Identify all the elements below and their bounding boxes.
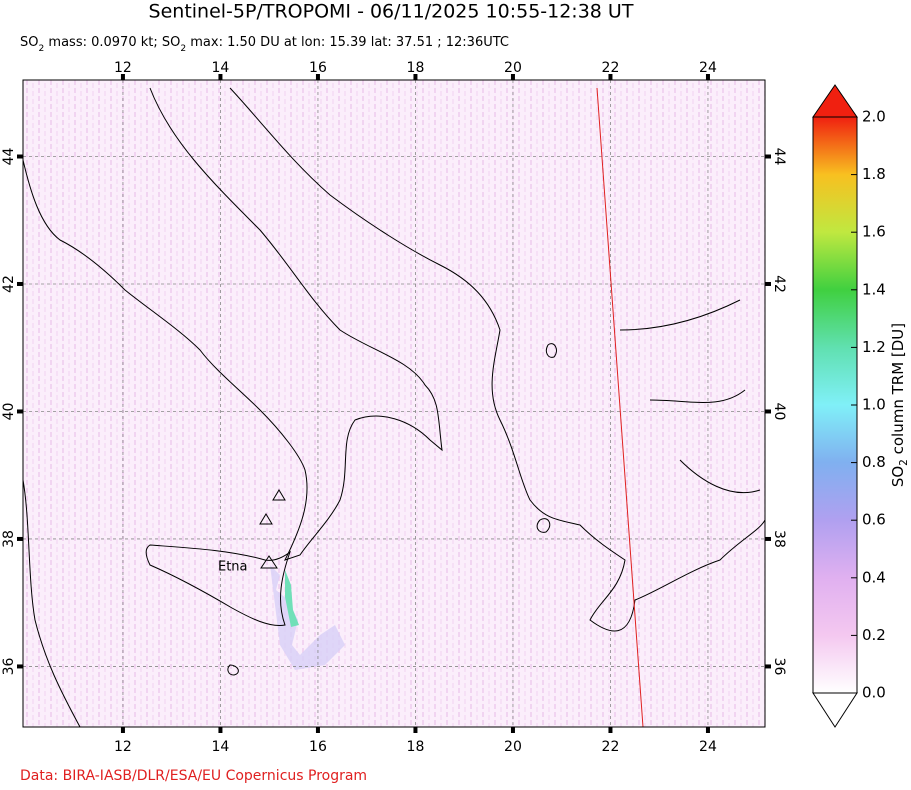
- plume-core: [285, 570, 299, 627]
- subscript: 2: [898, 459, 910, 466]
- y-tick-label: 36: [1, 657, 17, 675]
- text-part: SO: [20, 35, 38, 50]
- subscript: 2: [180, 44, 186, 54]
- colorbar-tick-label: 1.0: [862, 396, 886, 414]
- colorbar-tick-label: 0.2: [862, 626, 886, 644]
- title: Sentinel-5P/TROPOMI - 06/11/2025 10:55-1…: [149, 1, 634, 23]
- coast-sardinia: [22, 479, 81, 728]
- x-tick-label: 20: [504, 739, 522, 755]
- x-tick-label: 12: [114, 739, 132, 755]
- text-part: column TRM [DU]: [889, 323, 907, 459]
- y-tick-label: 38: [1, 530, 17, 548]
- coast-islands: [227, 343, 557, 676]
- x-tick-label: 24: [699, 739, 717, 755]
- orbit-edge: [596, 87, 644, 728]
- y-tick-label: 42: [1, 275, 17, 293]
- colorbar-extend-min: [812, 692, 858, 728]
- subtitle: SO2 mass: 0.0970 kt; SO2 max: 1.50 DU at…: [20, 35, 509, 54]
- x-tick-label: 16: [309, 60, 327, 76]
- colorbar-tick-label: 1.2: [862, 338, 886, 356]
- y-tick-label: 38: [771, 530, 787, 548]
- volcano-marker: [260, 555, 278, 569]
- map-frame: [22, 79, 766, 728]
- coast-aegean: [619, 299, 761, 494]
- volcano-marker: [259, 513, 273, 525]
- coast-italy: [22, 87, 443, 561]
- text-part: SO: [889, 466, 907, 487]
- footer-credit: Data: BIRA-IASB/DLR/ESA/EU Copernicus Pr…: [20, 768, 367, 784]
- y-tick-label: 36: [771, 658, 787, 676]
- colorbar-ramp: [812, 116, 858, 694]
- colorbar-tick-label: 0.4: [862, 568, 886, 586]
- subscript: 2: [38, 44, 44, 54]
- volcano-label: Etna: [218, 560, 248, 575]
- colorbar-tick-label: 1.8: [862, 165, 886, 183]
- colorbar-extend-max: [812, 84, 858, 118]
- x-tick-label: 12: [114, 60, 132, 76]
- x-tick-label: 24: [699, 60, 717, 76]
- plume: [270, 565, 345, 670]
- y-tick-label: 44: [1, 147, 17, 165]
- x-tick-label: 22: [602, 739, 620, 755]
- map-background: [23, 80, 765, 727]
- colorbar-tick-label: 1.6: [862, 223, 886, 241]
- y-tick-label: 42: [771, 275, 787, 293]
- x-tick-label: 14: [212, 739, 230, 755]
- colorbar-label: SO2 column TRM [DU]: [889, 323, 911, 487]
- map: Etna 12 12 14 14 16 16 18 18 20 20 22 22 24 24 36 36 38 3…: [1, 60, 787, 755]
- y-tick-label: 40: [1, 403, 17, 421]
- volcano-marker: [272, 489, 286, 501]
- x-tick-label: 20: [504, 60, 522, 76]
- x-tick-label: 14: [212, 60, 230, 76]
- x-tick-label: 22: [602, 60, 620, 76]
- y-tick-label: 44: [771, 148, 787, 166]
- text-part: mass: 0.0970 kt; SO: [44, 35, 180, 50]
- colorbar-tick-label: 0.0: [862, 684, 886, 702]
- colorbar-tick-label: 0.6: [862, 511, 886, 529]
- x-tick-label: 18: [407, 739, 425, 755]
- colorbar-tick-label: 2.0: [862, 108, 886, 126]
- coast-sicily: [145, 544, 292, 627]
- coast-balkans: [229, 87, 766, 632]
- colorbar-tick-label: 0.8: [862, 453, 886, 471]
- colorbar-tick-label: 1.4: [862, 280, 886, 298]
- text-part: max: 1.50 DU at lon: 15.39 lat: 37.51 ; …: [186, 35, 509, 50]
- colorbar: SO2 column TRM [DU] 0.0 0.2 0.4 0.6 0.8 1.0 1.…: [812, 84, 911, 728]
- coastlines: [22, 87, 766, 728]
- y-tick-label: 40: [771, 403, 787, 421]
- x-tick-label: 18: [407, 60, 425, 76]
- volcanoes: [259, 489, 286, 569]
- x-tick-label: 16: [309, 739, 327, 755]
